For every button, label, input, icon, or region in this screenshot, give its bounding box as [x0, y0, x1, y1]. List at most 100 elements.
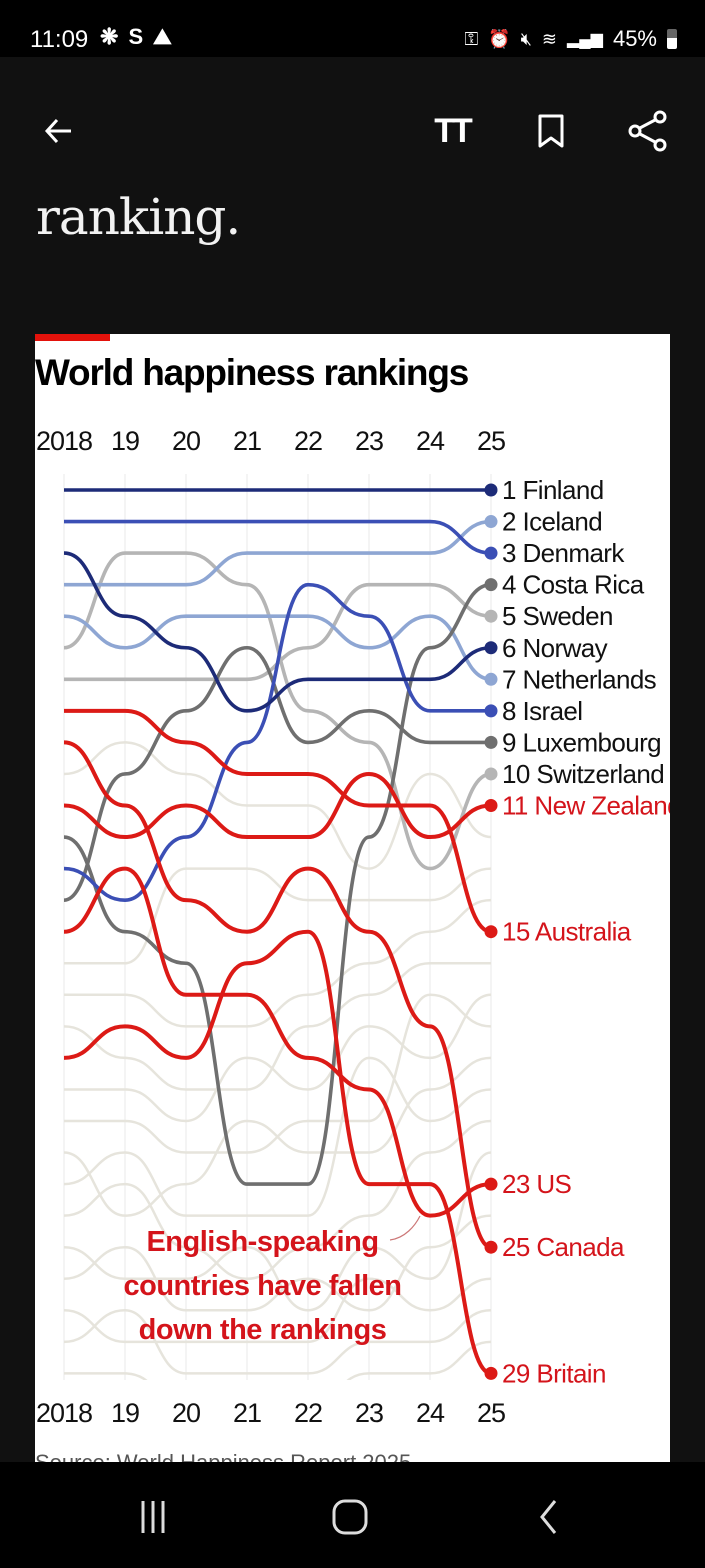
chart-annotation: English-speaking countries have fallen d… [123, 1226, 403, 1346]
background-country-line [63, 962, 491, 1091]
home-button[interactable] [320, 1492, 380, 1542]
series-end-dot-new-zealand [484, 799, 498, 812]
chart-title: World happiness rankings [35, 352, 469, 393]
text-size-icon: TT [434, 111, 473, 150]
bump-chart: 5 Sweden 10 Switzerland 2 Iceland 7 Netherl… [63, 474, 670, 1437]
series-label-iceland: 2 Iceland [502, 507, 602, 537]
series-end-dot-us [484, 1177, 498, 1191]
series-line-norway [63, 551, 492, 713]
series-label-costa-rica: 4 Costa Rica [502, 570, 645, 600]
series-line-us [63, 866, 492, 1218]
alarm-icon: ⏰ [488, 28, 511, 49]
wifi-icon: ≋ [541, 28, 557, 49]
x-tick-label: 20 [171, 426, 201, 456]
series-line-luxembourg [63, 645, 491, 902]
series-end-dot-canada [484, 1240, 498, 1254]
background-country-line [63, 1119, 492, 1281]
series-end-dot-iceland [484, 515, 498, 529]
chart-card: World happiness rankings 2018 19 20 21 22 23 2… [35, 334, 670, 1462]
series-end-dot-australia [484, 925, 498, 939]
series-label-israel: 8 Israel [502, 696, 582, 726]
background-country-line [63, 1277, 492, 1344]
article-toolbar: TT [0, 57, 705, 197]
recents-button[interactable] [123, 1492, 183, 1542]
series-label-new-zealand: 11 New Zealand [502, 791, 670, 821]
article-headline: ranking. [36, 188, 241, 246]
annotation-connector [389, 1215, 421, 1241]
series-line-sweden [64, 582, 492, 682]
series-label-switzerland: 10 Switzerland [502, 759, 664, 789]
x-tick-label: 25 [476, 1398, 506, 1428]
background-country-line [63, 1151, 492, 1312]
background-country-line [63, 1056, 492, 1217]
cbc-icon: ❋ [100, 24, 119, 49]
bookmark-icon [538, 114, 564, 148]
series-label-netherlands: 7 Netherlands [502, 664, 657, 694]
x-tick-label: 19 [110, 426, 140, 456]
back-arrow-icon [44, 118, 71, 144]
s-app-icon: S [128, 24, 144, 49]
series-line-britain [63, 929, 492, 1376]
x-tick-label: 23 [354, 426, 384, 456]
background-country-line [64, 1405, 491, 1437]
series-line-australia [64, 708, 492, 934]
series-label-us: 23 US [502, 1169, 572, 1199]
series-line-new-zealand [63, 771, 492, 840]
background-country-line [63, 741, 492, 870]
system-nav-bar [0, 1462, 705, 1568]
series-line-netherlands [63, 614, 492, 682]
series-end-dot-norway [484, 641, 498, 655]
back-button[interactable] [35, 107, 83, 155]
series-end-dot-netherlands [484, 672, 498, 686]
background-country-line [64, 993, 492, 1154]
x-tick-label: 22 [293, 426, 323, 456]
series-label-canada: 25 Canada [502, 1232, 625, 1262]
x-tick-label: 22 [293, 1398, 323, 1428]
share-button[interactable] [624, 107, 672, 155]
series-end-dot-britain [484, 1366, 498, 1380]
background-country-line [63, 1214, 492, 1312]
x-tick-label: 2018 [35, 1398, 93, 1428]
series-end-dot-finland [484, 483, 498, 497]
x-tick-label: 20 [171, 1398, 201, 1428]
series-end-dot-denmark [484, 546, 498, 560]
x-tick-label: 21 [232, 426, 262, 456]
series-line-costa-rica [63, 582, 492, 1186]
series-label-finland: 1 Finland [502, 475, 604, 505]
mute-icon: 🔇︎ [520, 28, 532, 49]
home-icon [332, 1499, 368, 1535]
battery-icon [667, 29, 677, 49]
vpn-key-icon: ⚿ [464, 28, 479, 49]
x-tick-label: 19 [110, 1398, 140, 1428]
series-label-norway: 6 Norway [502, 633, 608, 663]
back-nav-button[interactable] [518, 1492, 578, 1542]
background-country-line [63, 898, 492, 1028]
chart-source: Source: World Happiness Report 2025 [35, 1450, 411, 1462]
status-time: 11:09 [30, 26, 89, 53]
nordvpn-icon: ⛰ [153, 24, 172, 49]
series-end-dot-sweden [484, 609, 498, 623]
status-bar: 11:09 ❋ S ⛰ ⚿ ⏰ 🔇︎ ≋ ▂▄▆ 45% [0, 0, 705, 57]
background-country-line [63, 993, 492, 1123]
x-tick-label: 25 [476, 426, 506, 456]
series-label-australia: 15 Australia [502, 917, 632, 947]
series-line-canada [63, 740, 492, 1250]
series-end-dot-israel [484, 704, 498, 718]
bookmark-button[interactable] [527, 107, 575, 155]
back-icon [540, 1500, 557, 1534]
series-label-luxembourg: 9 Luxembourg [502, 727, 661, 757]
series-end-dot-costa-rica [484, 578, 498, 592]
background-country-line [63, 1309, 492, 1375]
series-end-dot-luxembourg [484, 735, 498, 749]
text-size-button[interactable]: TT [428, 107, 476, 155]
series-label-britain: 29 Britain [502, 1358, 606, 1388]
series-end-dot-switzerland [484, 767, 498, 781]
x-tick-label: 21 [232, 1398, 262, 1428]
battery-percent: 45% [612, 26, 657, 51]
x-tick-label: 23 [354, 1398, 384, 1428]
series-line-denmark [64, 519, 492, 555]
background-country-line [64, 1340, 492, 1380]
x-tick-label: 2018 [35, 426, 93, 456]
background-country-line [63, 1056, 492, 1217]
x-tick-label: 24 [415, 426, 445, 456]
